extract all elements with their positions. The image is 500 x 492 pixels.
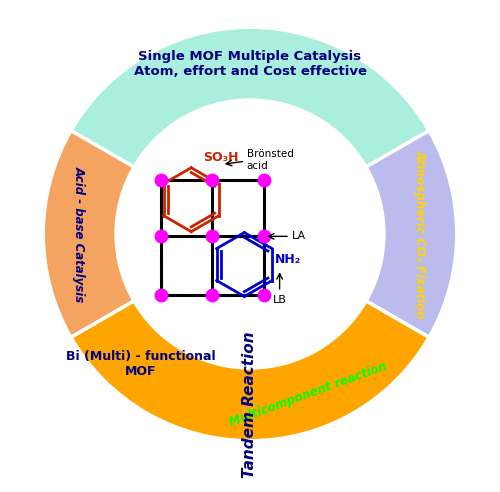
Text: Bi (Multi) - functional
MOF: Bi (Multi) - functional MOF (66, 350, 216, 378)
Wedge shape (71, 301, 204, 428)
Text: Multicomponent reaction: Multicomponent reaction (228, 359, 389, 429)
Text: LA: LA (292, 231, 306, 242)
Text: Tandem Reaction: Tandem Reaction (242, 331, 258, 478)
Text: Acid - base Catalysis: Acid - base Catalysis (73, 166, 86, 302)
Wedge shape (71, 301, 429, 441)
Text: NH₂: NH₂ (275, 253, 301, 266)
Text: Single MOF Multiple Catalysis
Atom, effort and Cost effective: Single MOF Multiple Catalysis Atom, effo… (134, 50, 366, 78)
Wedge shape (43, 130, 134, 338)
Text: Brönsted
acid: Brönsted acid (246, 149, 294, 171)
Text: LB: LB (272, 295, 286, 305)
Wedge shape (71, 27, 429, 167)
Wedge shape (180, 301, 429, 441)
Text: Atmospheric CO₂ Fixation: Atmospheric CO₂ Fixation (414, 150, 427, 318)
Text: SO₃H: SO₃H (203, 152, 238, 164)
Wedge shape (366, 130, 457, 338)
